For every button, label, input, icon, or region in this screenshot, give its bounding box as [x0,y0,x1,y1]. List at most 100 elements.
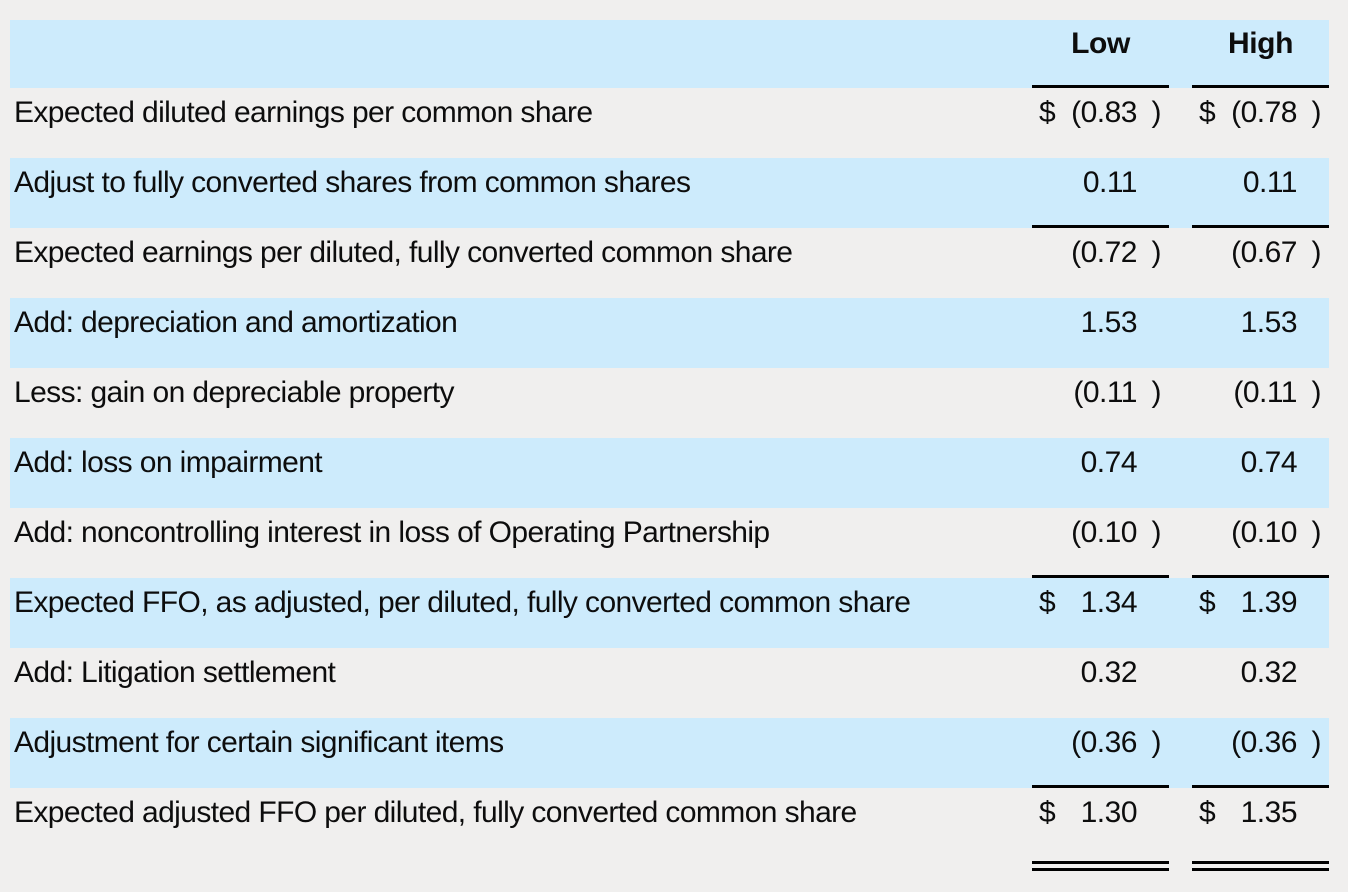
table-row: Add: depreciation and amortization 1.53 … [10,298,1329,368]
column-gap [1169,88,1192,158]
column-gap [1169,578,1192,648]
low-value: (0.72 [1071,236,1137,269]
row-label: Add: noncontrolling interest in loss of … [14,516,770,549]
low-value-cell: 0.74 [1032,438,1169,508]
low-value: 0.74 [1080,446,1138,479]
close-paren: ) [1311,376,1322,409]
currency-symbol: $ [1199,586,1216,619]
ffo-guidance-table: Low High Expected diluted earnings per c… [10,20,1329,887]
column-gap [1169,20,1192,88]
high-value: 0.32 [1240,656,1298,689]
high-value: (0.36 [1231,726,1297,759]
high-value: 1.53 [1240,306,1298,339]
close-paren: ) [1151,236,1162,269]
table-row: Expected FFO, as adjusted, per diluted, … [10,578,1329,648]
double-rule-high [1192,861,1329,871]
close-paren: ) [1311,236,1322,269]
high-value-cell: (0.36 ) [1192,718,1329,788]
double-rule-low [1032,861,1169,871]
high-value-cell: $ 1.39 [1192,578,1329,648]
currency-symbol: $ [1199,796,1216,829]
high-value: 1.39 [1240,586,1298,619]
currency-symbol: $ [1039,96,1056,129]
high-value-cell: 0.11 [1192,158,1329,228]
close-paren: ) [1151,96,1162,129]
row-label: Expected diluted earnings per common sha… [14,96,593,129]
high-value-cell: (0.11 ) [1192,368,1329,438]
high-value: 1.35 [1240,796,1298,829]
low-value: (0.10 [1071,516,1137,549]
row-label: Add: depreciation and amortization [10,298,1032,368]
currency-symbol: $ [1039,796,1056,829]
row-label: Expected FFO, as adjusted, per diluted, … [10,578,1032,648]
bottom-rule-spacer [10,861,1032,887]
table-row: Less: gain on depreciable property (0.11… [10,368,1329,438]
bottom-rule-row [10,861,1329,887]
low-value-cell: 0.32 [1032,648,1169,718]
high-value: (0.67 [1231,236,1297,269]
low-value-cell: (0.36 ) [1032,718,1169,788]
high-value: (0.11 [1233,376,1297,409]
low-value: (0.11 [1073,376,1137,409]
row-label: Adjust to fully converted shares from co… [10,158,1032,228]
low-value: 1.30 [1080,796,1138,829]
low-value-cell: 0.11 [1032,158,1169,228]
column-gap [1169,368,1192,438]
table-body: Expected diluted earnings per common sha… [10,88,1329,861]
low-value-cell: $ (0.83 ) [1032,88,1169,158]
table-row: Add: Litigation settlement 0.32 0.32 [10,648,1329,718]
low-value: (0.36 [1071,726,1137,759]
low-value: 1.34 [1080,586,1138,619]
low-value: (0.83 [1071,96,1137,129]
low-value: 0.11 [1082,166,1138,199]
table-row: Add: noncontrolling interest in loss of … [10,508,1329,578]
row-label: Add: Litigation settlement [14,656,336,689]
column-gap [1169,861,1192,887]
low-value: 1.53 [1080,306,1138,339]
close-paren: ) [1151,726,1162,759]
high-value-cell: 1.53 [1192,298,1329,368]
table-header-row: Low High [10,20,1329,88]
close-paren: ) [1151,376,1162,409]
column-gap [1169,228,1192,298]
table-row: Add: loss on impairment 0.74 0.74 [10,438,1329,508]
row-label: Add: loss on impairment [10,438,1032,508]
high-value-cell: $ (0.78 ) [1192,88,1329,158]
low-value-cell: $ 1.30 [1032,788,1169,861]
low-value: 0.32 [1080,656,1138,689]
high-value: 0.11 [1242,166,1298,199]
high-value-cell: $ 1.35 [1192,788,1329,861]
currency-symbol: $ [1039,586,1056,619]
column-gap [1169,158,1192,228]
high-value-cell: (0.67 ) [1192,228,1329,298]
table-row: Expected adjusted FFO per diluted, fully… [10,788,1329,861]
table-row: Expected earnings per diluted, fully con… [10,228,1329,298]
table-row: Adjustment for certain significant items… [10,718,1329,788]
column-header-high: High [1192,20,1329,88]
column-gap [1169,648,1192,718]
high-value: (0.10 [1231,516,1297,549]
table-row: Adjust to fully converted shares from co… [10,158,1329,228]
high-value: (0.78 [1231,96,1297,129]
low-value-cell: (0.72 ) [1032,228,1169,298]
high-value: 0.74 [1240,446,1298,479]
low-value-cell: 1.53 [1032,298,1169,368]
column-header-low: Low [1032,20,1169,88]
column-gap [1169,508,1192,578]
column-gap [1169,438,1192,508]
header-spacer-cell [10,20,1032,88]
table-row: Expected diluted earnings per common sha… [10,88,1329,158]
row-label: Less: gain on depreciable property [14,376,455,409]
high-value-cell: 0.74 [1192,438,1329,508]
column-gap [1169,718,1192,788]
row-label: Expected earnings per diluted, fully con… [14,236,793,269]
low-value-cell: (0.11 ) [1032,368,1169,438]
column-gap [1169,298,1192,368]
close-paren: ) [1151,516,1162,549]
column-gap [1169,788,1192,861]
currency-symbol: $ [1199,96,1216,129]
close-paren: ) [1311,516,1322,549]
high-value-cell: 0.32 [1192,648,1329,718]
low-value-cell: $ 1.34 [1032,578,1169,648]
